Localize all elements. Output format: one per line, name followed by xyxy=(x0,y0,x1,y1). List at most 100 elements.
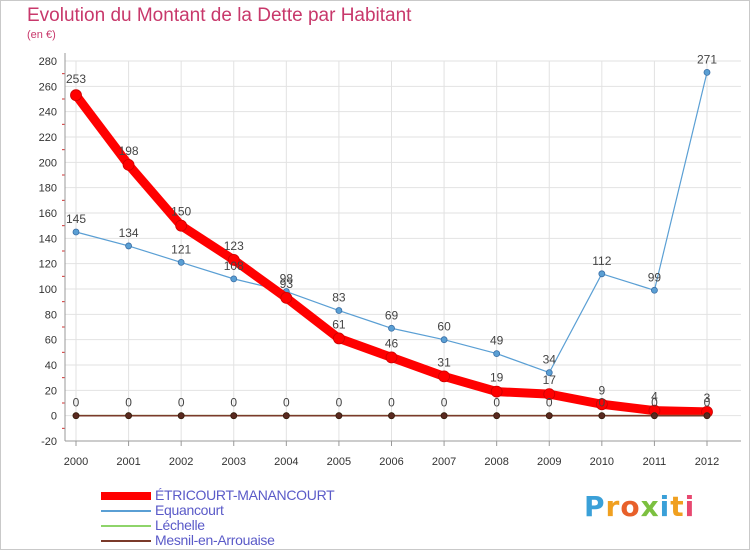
data-label-1: 98 xyxy=(280,272,294,286)
y-tick-label: 60 xyxy=(45,335,57,347)
y-tick-label: 80 xyxy=(45,309,57,321)
chart-unit: (en €) xyxy=(27,29,56,41)
point-0 xyxy=(280,291,293,304)
y-tick-label: 220 xyxy=(39,132,57,144)
y-tick-label: 280 xyxy=(39,56,57,68)
x-tick-label: 2000 xyxy=(64,456,88,468)
point-1 xyxy=(545,369,553,377)
data-label-3: 0 xyxy=(125,396,132,410)
data-label-3: 0 xyxy=(546,396,553,410)
x-tick-label: 2010 xyxy=(590,456,614,468)
data-label-0: 46 xyxy=(385,336,399,350)
x-tick-label: 2004 xyxy=(274,456,298,468)
x-tick-label: 2012 xyxy=(695,456,719,468)
data-label-1: 83 xyxy=(332,291,346,305)
y-tick-label: 160 xyxy=(39,208,57,220)
point-0 xyxy=(385,351,398,364)
chart-title: Evolution du Montant de la Dette par Hab… xyxy=(27,5,412,26)
legend-label-2: Léchelle xyxy=(155,517,205,533)
data-label-0: 19 xyxy=(490,371,504,385)
point-1 xyxy=(598,270,606,278)
data-label-0: 253 xyxy=(66,72,86,86)
data-label-3: 0 xyxy=(230,396,237,410)
data-label-3: 0 xyxy=(441,396,448,410)
y-tick-label: 120 xyxy=(39,259,57,271)
data-label-0: 17 xyxy=(543,373,557,387)
legend-swatch-3 xyxy=(101,539,151,542)
brand-letter: t xyxy=(670,490,685,523)
data-label-1: 271 xyxy=(697,52,717,66)
brand-letter: P xyxy=(584,490,606,523)
point-1 xyxy=(125,242,132,250)
data-label-0: 3 xyxy=(704,391,711,405)
point-0 xyxy=(175,219,188,232)
point-3 xyxy=(440,412,448,420)
data-label-1: 121 xyxy=(171,242,191,256)
data-label-3: 0 xyxy=(388,396,395,410)
data-label-1: 134 xyxy=(119,226,139,240)
x-tick-label: 2009 xyxy=(537,456,561,468)
point-0 xyxy=(438,370,450,383)
legend-swatch-0 xyxy=(101,491,151,500)
x-tick-label: 2007 xyxy=(432,456,456,468)
data-label-1: 49 xyxy=(490,334,504,348)
point-1 xyxy=(230,275,238,283)
data-label-1: 108 xyxy=(224,259,244,273)
point-3 xyxy=(598,412,606,420)
point-3 xyxy=(493,412,501,420)
y-tick-label: 0 xyxy=(51,411,57,423)
point-0 xyxy=(227,253,240,266)
data-label-0: 9 xyxy=(598,383,605,397)
point-1 xyxy=(177,258,185,266)
legend-label-1: Equancourt xyxy=(155,502,224,518)
point-3 xyxy=(703,412,711,420)
legend-swatch-1 xyxy=(101,509,151,512)
data-label-0: 150 xyxy=(171,205,191,219)
brand-letter: i xyxy=(659,490,671,523)
x-tick-label: 2006 xyxy=(379,456,403,468)
point-3 xyxy=(72,412,80,420)
data-label-0: 123 xyxy=(224,239,244,253)
brand-logo: Proxiti xyxy=(584,490,695,523)
data-label-1: 112 xyxy=(592,254,611,268)
y-tick-label: -20 xyxy=(41,436,57,448)
brand-letter: x xyxy=(640,490,660,523)
data-label-1: 34 xyxy=(543,353,557,367)
point-0 xyxy=(490,385,503,398)
y-tick-label: 20 xyxy=(45,385,57,397)
data-label-3: 0 xyxy=(493,396,500,410)
point-1 xyxy=(703,69,711,76)
data-label-1: 69 xyxy=(385,308,399,322)
data-label-3: 0 xyxy=(598,396,605,410)
point-1 xyxy=(440,336,448,344)
point-1 xyxy=(388,324,395,332)
data-label-0: 4 xyxy=(651,390,658,404)
legend-label-0: ÉTRICOURT-MANANCOURT xyxy=(155,487,335,503)
point-3 xyxy=(545,412,553,420)
point-1 xyxy=(72,228,80,236)
point-3 xyxy=(125,412,132,420)
point-0 xyxy=(70,89,82,102)
point-3 xyxy=(282,412,290,420)
y-tick-label: 260 xyxy=(39,81,57,93)
data-label-3: 0 xyxy=(704,396,711,410)
y-tick-label: 140 xyxy=(39,233,57,245)
point-0 xyxy=(595,398,608,411)
point-1 xyxy=(651,286,658,294)
brand-letter: i xyxy=(684,490,696,523)
data-label-1: 60 xyxy=(437,320,451,334)
data-label-0: 93 xyxy=(280,277,294,291)
x-tick-label: 2005 xyxy=(327,456,351,468)
data-label-1: 99 xyxy=(648,270,662,284)
point-3 xyxy=(651,412,658,420)
x-tick-label: 2008 xyxy=(484,456,508,468)
y-tick-label: 180 xyxy=(39,183,57,195)
point-0 xyxy=(122,158,135,171)
point-3 xyxy=(335,412,343,420)
legend-swatch-2 xyxy=(101,524,151,527)
data-label-0: 31 xyxy=(437,355,451,369)
data-label-0: 61 xyxy=(332,317,346,331)
point-3 xyxy=(388,412,395,420)
point-0 xyxy=(333,332,345,345)
data-label-3: 0 xyxy=(283,396,290,410)
